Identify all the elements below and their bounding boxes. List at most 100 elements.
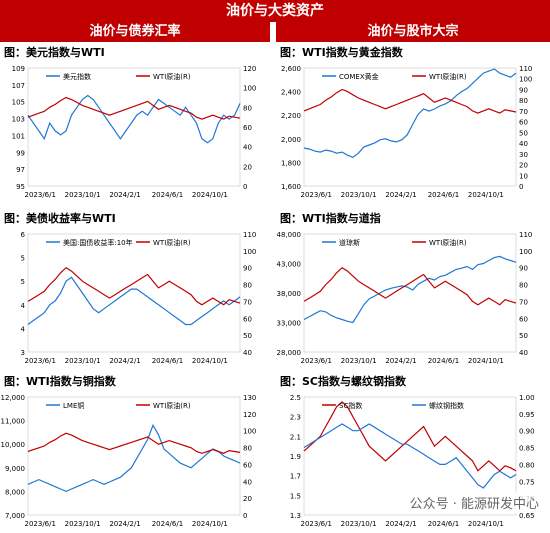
legend-label: LME铜: [63, 401, 84, 410]
x-tick-label: 2024/10/1: [192, 520, 228, 528]
series-line: [303, 401, 517, 472]
y-tick-label-left: 6: [21, 231, 26, 239]
series-line: [27, 423, 241, 493]
y-tick-label-left: 109: [12, 65, 25, 73]
y-tick-label-left: 2.3: [290, 414, 301, 422]
series-line: [27, 432, 241, 454]
y-tick-label-right: 110: [243, 231, 256, 239]
x-tick-label: 2023/6/1: [301, 191, 332, 199]
series-line: [27, 266, 241, 306]
y-tick-label-left: 1.3: [290, 512, 301, 520]
y-tick-label-left: 101: [12, 132, 25, 140]
chart-title: 图：SC指数与螺纹钢指数: [280, 375, 406, 388]
legend-label: WTI原油(R): [153, 401, 191, 410]
y-tick-label-right: 20: [519, 162, 528, 170]
y-tick-label-left: 33,000: [277, 320, 302, 328]
y-tick-label-right: 80: [519, 97, 528, 105]
page-title: 油价与大类资产: [0, 0, 550, 22]
y-tick-label-right: 10: [519, 172, 528, 180]
x-tick-label: 2023/10/1: [65, 191, 101, 199]
y-tick-label-right: 70: [519, 298, 528, 306]
x-tick-label: 2024/10/1: [192, 357, 228, 365]
y-tick-label-left: 38,000: [277, 290, 302, 298]
chart-svg: 7,000 8,000 9,000 10,000 11,000 12,000 0 20 40 60…: [1, 394, 257, 528]
y-tick-label-left: 9,000: [5, 465, 25, 473]
y-tick-label-right: 100: [519, 248, 532, 256]
x-tick-label: 2024/10/1: [192, 191, 228, 199]
y-tick-label-left: 2.5: [290, 394, 301, 402]
y-tick-label-right: 0: [519, 183, 523, 191]
y-tick-label-right: 0.95: [519, 411, 535, 419]
x-tick-label: 2023/10/1: [65, 357, 101, 365]
y-tick-label-right: 80: [243, 445, 252, 453]
chart-svg: 28,000 33,000 38,000 43,000 48,000 40 50 60 70 80…: [277, 231, 533, 365]
x-tick-label: 2024/6/1: [152, 191, 183, 199]
plot-area: [27, 396, 241, 516]
y-tick-label-right: 60: [243, 461, 252, 469]
chart-panel-dollar-wti: 图：美元指数与WTI 95 97 99 101 103 105 107 109 0 20 40 60 8…: [0, 44, 270, 204]
chart-title: 图：WTI指数与黄金指数: [280, 46, 403, 59]
y-tick-label-left: 2,400: [281, 89, 301, 97]
x-tick-label: 2024/2/1: [385, 520, 416, 528]
y-tick-label-left: 43,000: [277, 261, 302, 269]
y-tick-label-left: 10,000: [1, 441, 26, 449]
legend-label: 美元指数: [63, 72, 91, 81]
x-tick-label: 2024/6/1: [152, 520, 183, 528]
chart-title: 图：WTI指数与铜指数: [4, 375, 116, 388]
y-tick-label-right: 20: [243, 163, 252, 171]
y-tick-label-left: 2,200: [281, 112, 301, 120]
legend-label: SC指数: [339, 401, 362, 410]
y-tick-label-left: 2,000: [281, 136, 301, 144]
y-tick-label-right: 130: [243, 394, 256, 402]
y-tick-label-right: 50: [519, 129, 528, 137]
series-line: [27, 96, 241, 120]
y-tick-label-right: 80: [519, 282, 528, 290]
x-tick-label: 2023/10/1: [65, 520, 101, 528]
y-tick-label-right: 40: [243, 478, 252, 486]
y-tick-label-right: 0.90: [519, 428, 535, 436]
y-tick-label-left: 5: [21, 255, 25, 263]
y-tick-label-right: 90: [519, 265, 528, 273]
x-tick-label: 2024/6/1: [428, 191, 459, 199]
y-tick-label-right: 60: [519, 119, 528, 127]
x-tick-label: 2024/6/1: [152, 357, 183, 365]
legend-label: WTI原油(R): [153, 72, 191, 81]
y-tick-label-right: 70: [519, 108, 528, 116]
chart-panel-sc-rebar: 图：SC指数与螺纹钢指数 1.3 1.5 1.7 1.9 2.1 2.3 2.5 0.65 0.…: [276, 373, 546, 533]
chart-svg: 1.31.51.71.92.12.32.50.650.700.750.800.8…: [290, 394, 535, 528]
y-tick-label-left: 48,000: [277, 231, 302, 239]
plot-area: [27, 67, 241, 187]
y-tick-label-right: 0: [243, 183, 247, 191]
section-header-left: 油价与债券汇率: [0, 22, 270, 42]
y-tick-label-right: 120: [243, 411, 256, 419]
series-line: [27, 94, 241, 144]
section-header-right: 油价与股市大宗: [276, 22, 550, 42]
x-tick-label: 2023/10/1: [341, 520, 377, 528]
y-tick-label-right: 60: [519, 315, 528, 323]
y-tick-label-left: 1.9: [290, 453, 301, 461]
y-tick-label-right: 0.80: [519, 461, 535, 469]
series-line: [303, 266, 517, 306]
y-tick-label-right: 40: [243, 144, 252, 152]
y-tick-label-left: 5: [21, 278, 25, 286]
y-tick-label-right: 60: [243, 124, 252, 132]
chart-svg: 95 97 99 101 103 105 107 109 0 20 40 60 80 100 120 2023…: [12, 65, 257, 199]
chart-svg: 1,600 1,800 2,000 2,200 2,400 2,600 0 10 20 30 40 5…: [281, 65, 532, 199]
x-tick-label: 2023/6/1: [301, 357, 332, 365]
y-tick-label-right: 90: [519, 86, 528, 94]
chart-panel-wti-dow: 图：WTI指数与道指 28,000 33,000 38,000 43,000 48,00…: [276, 210, 546, 370]
y-tick-label-right: 40: [243, 349, 252, 357]
y-tick-label-left: 2.1: [290, 433, 301, 441]
y-tick-label-left: 2,600: [281, 65, 301, 73]
chart-panel-wti-copper: 图：WTI指数与铜指数 7,000 8,000 9,000 10,000 11,000 1…: [0, 373, 270, 533]
chart-svg: 3 4 4 5 5 6 40 50 60 70 80 90 100 110 2023/6/1 2023/10/…: [21, 231, 257, 365]
series-line: [27, 276, 241, 326]
y-tick-label-left: 1.7: [290, 473, 301, 481]
y-tick-label-right: 20: [243, 495, 252, 503]
y-tick-label-left: 4: [21, 325, 26, 333]
x-tick-label: 2023/6/1: [25, 357, 56, 365]
y-tick-label-right: 80: [243, 282, 252, 290]
y-tick-label-left: 1,800: [281, 159, 301, 167]
y-tick-label-left: 1.5: [290, 492, 301, 500]
x-tick-label: 2024/2/1: [385, 357, 416, 365]
